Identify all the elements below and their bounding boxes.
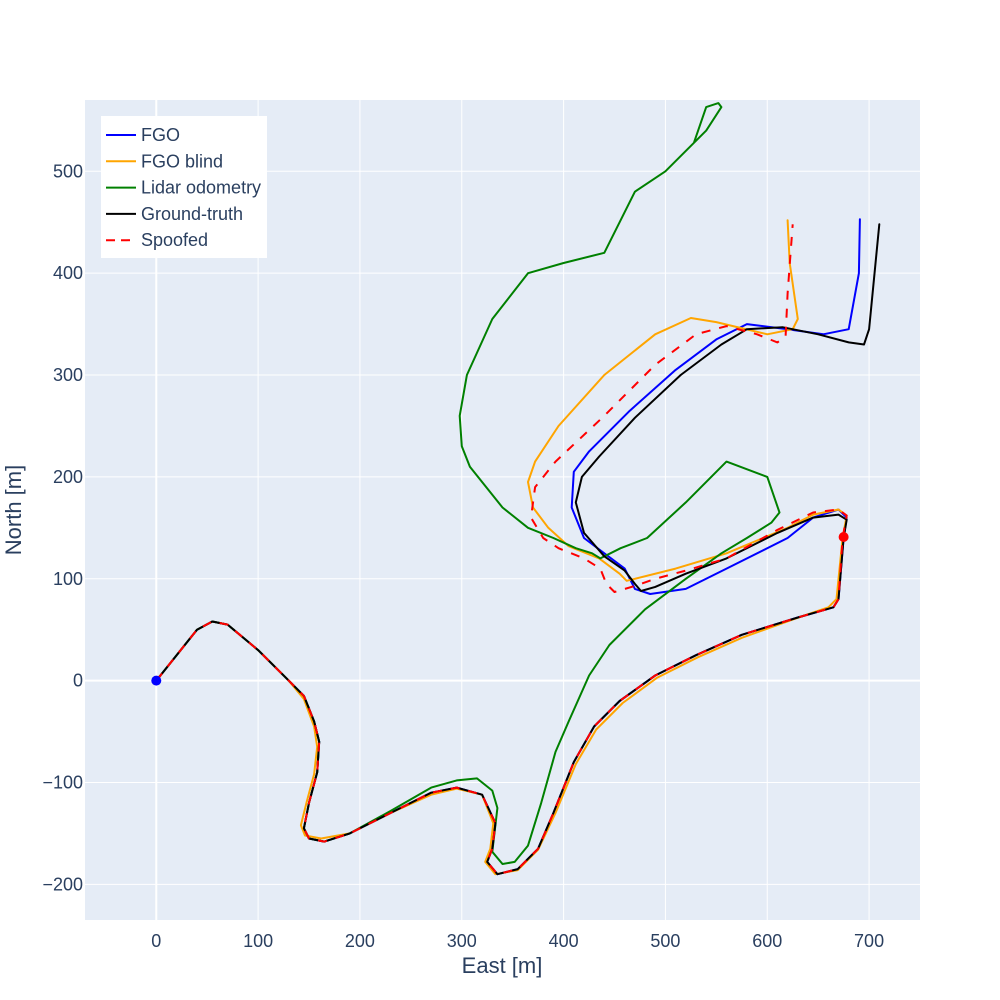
x-tick-label: 300 — [447, 931, 477, 951]
y-tick-label: −100 — [42, 772, 83, 792]
y-tick-label: 200 — [53, 467, 83, 487]
grid-lines — [85, 100, 920, 920]
series-line-spoofed — [155, 224, 848, 876]
x-tick-label: 0 — [151, 931, 161, 951]
legend-label: FGO blind — [141, 151, 223, 171]
series-line-ground-truth — [155, 223, 881, 876]
point-marker — [838, 531, 849, 542]
x-tick-labels: 0 100 200 300 400 500 600 700 — [151, 931, 884, 951]
x-axis-title: East [m] — [462, 953, 543, 978]
x-tick-label: 500 — [650, 931, 680, 951]
legend-label: Spoofed — [141, 230, 208, 250]
y-tick-label: 0 — [73, 671, 83, 691]
series-line-fgo-blind — [155, 219, 848, 876]
point-marker — [151, 675, 162, 686]
y-tick-label: 500 — [53, 161, 83, 181]
series-layer — [155, 102, 881, 876]
legend-label: FGO — [141, 125, 180, 145]
x-tick-label: 100 — [243, 931, 273, 951]
x-tick-label: 600 — [752, 931, 782, 951]
y-tick-label: 300 — [53, 365, 83, 385]
x-tick-label: 700 — [854, 931, 884, 951]
y-tick-label: 400 — [53, 263, 83, 283]
y-tick-labels: −200 −100 0 100 200 300 400 500 — [42, 161, 83, 894]
legend-label: Ground-truth — [141, 204, 243, 224]
marker-layer — [151, 531, 849, 686]
y-tick-label: −200 — [42, 874, 83, 894]
legend: FGO FGO blind Lidar odometry Ground-truth Sp… — [101, 116, 267, 258]
x-tick-label: 200 — [345, 931, 375, 951]
x-tick-label: 400 — [549, 931, 579, 951]
y-axis-title: North [m] — [1, 465, 26, 555]
legend-label: Lidar odometry — [141, 178, 261, 198]
y-tick-label: 100 — [53, 569, 83, 589]
